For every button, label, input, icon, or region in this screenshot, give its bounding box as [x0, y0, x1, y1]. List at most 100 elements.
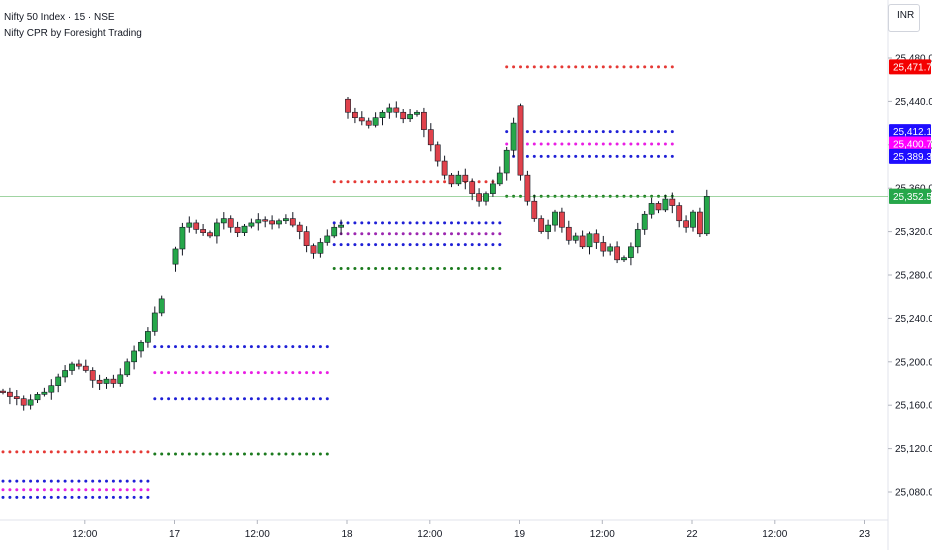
- candle-body: [393, 107, 400, 113]
- cpr-dot: [22, 495, 26, 499]
- candle: [82, 359, 89, 373]
- candle: [214, 218, 220, 244]
- candle: [434, 141, 441, 167]
- cpr-dot: [415, 221, 419, 225]
- candle-body: [145, 331, 151, 343]
- cpr-dot: [387, 232, 391, 236]
- candle: [269, 215, 275, 230]
- candle-body: [241, 225, 248, 233]
- cpr-dot: [594, 65, 598, 69]
- cpr-dot: [636, 65, 640, 69]
- cpr-dot: [346, 267, 350, 270]
- cpr-dot: [588, 154, 591, 158]
- cpr-dot: [670, 65, 674, 69]
- candle: [627, 242, 634, 266]
- cpr-dot: [629, 65, 633, 69]
- candle: [531, 194, 538, 222]
- cpr-dot: [187, 452, 191, 456]
- cpr-dot: [215, 452, 219, 456]
- cpr-dot: [594, 130, 598, 134]
- candle: [138, 340, 144, 358]
- price-tag-box: [889, 188, 931, 204]
- cpr-levels: [1, 65, 674, 499]
- cpr-dot: [49, 450, 53, 454]
- cpr-dot: [318, 397, 322, 401]
- y-tick-label: 25,080.00: [895, 488, 932, 499]
- candle: [607, 243, 614, 256]
- cpr-dot: [505, 130, 509, 134]
- cpr-dot: [532, 130, 536, 134]
- candle: [489, 179, 496, 197]
- cpr-dot: [477, 180, 481, 184]
- cpr-dot: [657, 142, 660, 146]
- candle-body: [151, 312, 158, 332]
- candle: [648, 197, 655, 219]
- candle: [393, 101, 400, 118]
- cpr-dot: [201, 452, 205, 456]
- cpr-dot: [1, 488, 5, 492]
- cpr-dot: [91, 450, 95, 454]
- cpr-dot: [581, 65, 585, 69]
- cpr-dot: [174, 452, 177, 456]
- price-tag-box: [889, 136, 931, 152]
- cpr-dot: [215, 397, 219, 401]
- candle-body: [690, 211, 696, 228]
- cpr-dot: [291, 371, 295, 375]
- price-tag: 25,352.50: [889, 188, 932, 204]
- cpr-dot: [98, 450, 102, 454]
- cpr-dot: [29, 488, 33, 492]
- candle-body: [55, 376, 62, 386]
- cpr-dot: [477, 232, 481, 236]
- chart-legend: Nifty 50 Index · 15 · NSE Nifty CPR by F…: [4, 10, 142, 42]
- cpr-dot: [470, 243, 474, 247]
- candle: [131, 345, 137, 370]
- cpr-dot: [153, 452, 157, 456]
- cpr-dot: [367, 221, 371, 225]
- candle: [696, 207, 703, 238]
- cpr-dot: [249, 371, 253, 375]
- cpr-dot: [622, 65, 626, 69]
- cpr-dot: [312, 397, 315, 401]
- candle: [220, 212, 227, 230]
- cpr-dot: [663, 154, 667, 158]
- cpr-dot: [325, 345, 329, 349]
- cpr-dot: [180, 345, 184, 349]
- cpr-dot: [546, 130, 550, 134]
- cpr-dot: [525, 154, 529, 158]
- cpr-dot: [298, 371, 302, 375]
- cpr-dot: [111, 450, 115, 454]
- candle-body: [703, 196, 710, 235]
- cpr-dot: [125, 488, 129, 492]
- cpr-line: [332, 221, 502, 225]
- cpr-dot: [63, 495, 67, 499]
- price-tag: 25,471.78: [889, 59, 932, 75]
- indicator-title[interactable]: Nifty CPR by Foresight Trading: [4, 28, 142, 39]
- candle-body: [262, 219, 269, 222]
- cpr-dot: [201, 371, 205, 375]
- cpr-dot: [174, 397, 177, 401]
- cpr-dot: [601, 130, 605, 134]
- cpr-dot: [139, 488, 143, 492]
- cpr-dot: [15, 479, 19, 483]
- cpr-dot: [491, 232, 495, 236]
- cpr-line: [153, 452, 329, 456]
- currency-button[interactable]: [888, 4, 920, 32]
- cpr-dot: [77, 450, 81, 454]
- cpr-dot: [284, 452, 288, 456]
- candle: [545, 219, 551, 240]
- cpr-dot: [408, 180, 412, 184]
- cpr-dot: [194, 397, 198, 401]
- cpr-dot: [608, 142, 612, 146]
- cpr-dot: [325, 397, 329, 401]
- cpr-dot: [360, 232, 364, 236]
- cpr-dot: [381, 267, 384, 270]
- symbol-title[interactable]: Nifty 50 Index · 15 · NSE: [4, 12, 115, 23]
- cpr-dot: [477, 243, 481, 247]
- cpr-dot: [553, 130, 557, 134]
- candle-body: [483, 193, 489, 202]
- cpr-dot: [408, 232, 412, 236]
- candle-body: [13, 396, 20, 399]
